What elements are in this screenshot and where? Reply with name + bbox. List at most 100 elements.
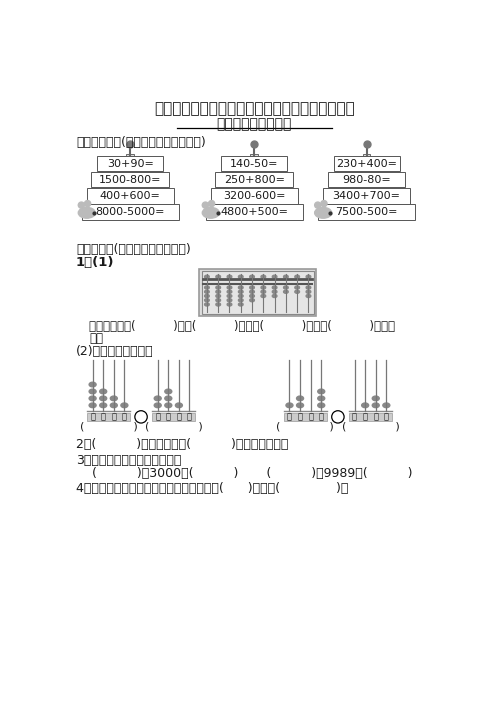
Ellipse shape — [295, 275, 300, 278]
Text: (          )，3000，(          )       (          )，9989，(          ): ( )，3000，( ) ( )，9989，( ) — [76, 467, 413, 479]
Ellipse shape — [239, 303, 243, 306]
Ellipse shape — [205, 298, 209, 302]
Ellipse shape — [295, 286, 300, 289]
Text: 这个数写作：(          )，由(          )个百，(          )个十，(          )个一组: 这个数写作：( )，由( )个百，( )个十，( )个一组 — [89, 319, 395, 333]
Ellipse shape — [306, 290, 311, 293]
Text: 30+90=: 30+90= — [107, 159, 154, 168]
FancyBboxPatch shape — [82, 204, 179, 220]
Ellipse shape — [261, 275, 266, 278]
Ellipse shape — [295, 290, 300, 293]
Ellipse shape — [272, 294, 277, 298]
Text: (              ): ( ) — [80, 422, 137, 432]
Ellipse shape — [362, 403, 369, 408]
FancyBboxPatch shape — [363, 154, 371, 158]
FancyBboxPatch shape — [318, 204, 415, 220]
FancyBboxPatch shape — [250, 154, 258, 158]
Text: 百: 百 — [363, 412, 368, 421]
FancyBboxPatch shape — [201, 272, 314, 314]
Ellipse shape — [216, 294, 221, 298]
Text: 个: 个 — [319, 412, 324, 421]
FancyBboxPatch shape — [126, 154, 134, 158]
Text: 青岛版二年级数学下册第二单元测试题及答案４套: 青岛版二年级数学下册第二单元测试题及答案４套 — [154, 101, 355, 117]
Ellipse shape — [100, 396, 107, 401]
Ellipse shape — [208, 201, 215, 206]
Ellipse shape — [205, 290, 209, 293]
Text: 千: 千 — [352, 412, 357, 421]
Text: 第二单元跟踪检测卷: 第二单元跟踪检测卷 — [217, 117, 292, 131]
Ellipse shape — [249, 294, 254, 298]
Ellipse shape — [227, 286, 232, 289]
Ellipse shape — [121, 403, 128, 408]
Ellipse shape — [284, 286, 288, 289]
Ellipse shape — [239, 286, 243, 289]
Ellipse shape — [216, 275, 221, 278]
Ellipse shape — [78, 202, 84, 208]
Text: 个: 个 — [384, 412, 389, 421]
Text: 4．由５个千、６个十和９个一组成的数是(      )，读作(              )。: 4．由５个千、６个十和９个一组成的数是( )，读作( )。 — [76, 482, 348, 495]
FancyBboxPatch shape — [97, 156, 163, 171]
Text: 十: 十 — [177, 412, 182, 421]
Text: 3400+700=: 3400+700= — [333, 191, 401, 201]
Ellipse shape — [239, 275, 243, 278]
Text: 十: 十 — [111, 412, 116, 421]
Ellipse shape — [227, 275, 232, 278]
Text: 千: 千 — [287, 412, 292, 421]
Ellipse shape — [261, 286, 266, 289]
Ellipse shape — [165, 389, 172, 394]
Text: 3200-600=: 3200-600= — [223, 191, 286, 201]
Text: (2)写一写，比一比。: (2)写一写，比一比。 — [76, 345, 154, 358]
Ellipse shape — [297, 396, 304, 401]
FancyBboxPatch shape — [91, 172, 169, 187]
Ellipse shape — [321, 201, 327, 206]
Text: 百: 百 — [166, 412, 171, 421]
Text: (              ): ( ) — [276, 422, 334, 432]
Ellipse shape — [239, 290, 243, 293]
Ellipse shape — [216, 290, 221, 293]
Text: 百: 百 — [298, 412, 303, 421]
Ellipse shape — [306, 275, 311, 278]
Ellipse shape — [110, 403, 117, 408]
Ellipse shape — [227, 294, 232, 298]
Ellipse shape — [89, 389, 96, 394]
Ellipse shape — [110, 396, 117, 401]
Ellipse shape — [284, 290, 288, 293]
Text: 4800+500=: 4800+500= — [220, 207, 288, 217]
Ellipse shape — [239, 294, 243, 298]
Ellipse shape — [205, 294, 209, 298]
FancyBboxPatch shape — [328, 172, 405, 187]
Text: 一、我会算。(每小题１分，共１２分): 一、我会算。(每小题１分，共１２分) — [76, 136, 206, 150]
FancyBboxPatch shape — [152, 413, 195, 420]
Ellipse shape — [272, 275, 277, 278]
Ellipse shape — [372, 403, 379, 408]
Ellipse shape — [165, 396, 172, 401]
Ellipse shape — [249, 275, 254, 278]
Ellipse shape — [216, 286, 221, 289]
Ellipse shape — [154, 403, 161, 408]
Text: 个: 个 — [187, 412, 192, 421]
FancyBboxPatch shape — [211, 188, 298, 204]
Ellipse shape — [261, 294, 266, 298]
Ellipse shape — [249, 290, 254, 293]
Ellipse shape — [306, 294, 311, 298]
Text: 980-80=: 980-80= — [342, 175, 391, 185]
Text: 十: 十 — [373, 412, 378, 421]
Ellipse shape — [227, 298, 232, 302]
Ellipse shape — [383, 403, 390, 408]
Text: (              ): ( ) — [145, 422, 202, 432]
Text: 千: 千 — [90, 412, 95, 421]
Text: 1．(1): 1．(1) — [76, 256, 115, 270]
Ellipse shape — [154, 396, 161, 401]
Ellipse shape — [249, 298, 254, 302]
Ellipse shape — [372, 396, 379, 401]
Text: 2．(          )个十是一千，(          )个一千是一万。: 2．( )个十是一千，( )个一千是一万。 — [76, 438, 288, 451]
Ellipse shape — [176, 403, 183, 408]
FancyBboxPatch shape — [284, 413, 327, 420]
Ellipse shape — [89, 403, 96, 408]
Ellipse shape — [286, 403, 293, 408]
Ellipse shape — [165, 403, 172, 408]
Ellipse shape — [100, 403, 107, 408]
Ellipse shape — [202, 207, 219, 218]
Text: 230+400=: 230+400= — [336, 159, 397, 168]
Ellipse shape — [297, 403, 304, 408]
Ellipse shape — [318, 396, 325, 401]
